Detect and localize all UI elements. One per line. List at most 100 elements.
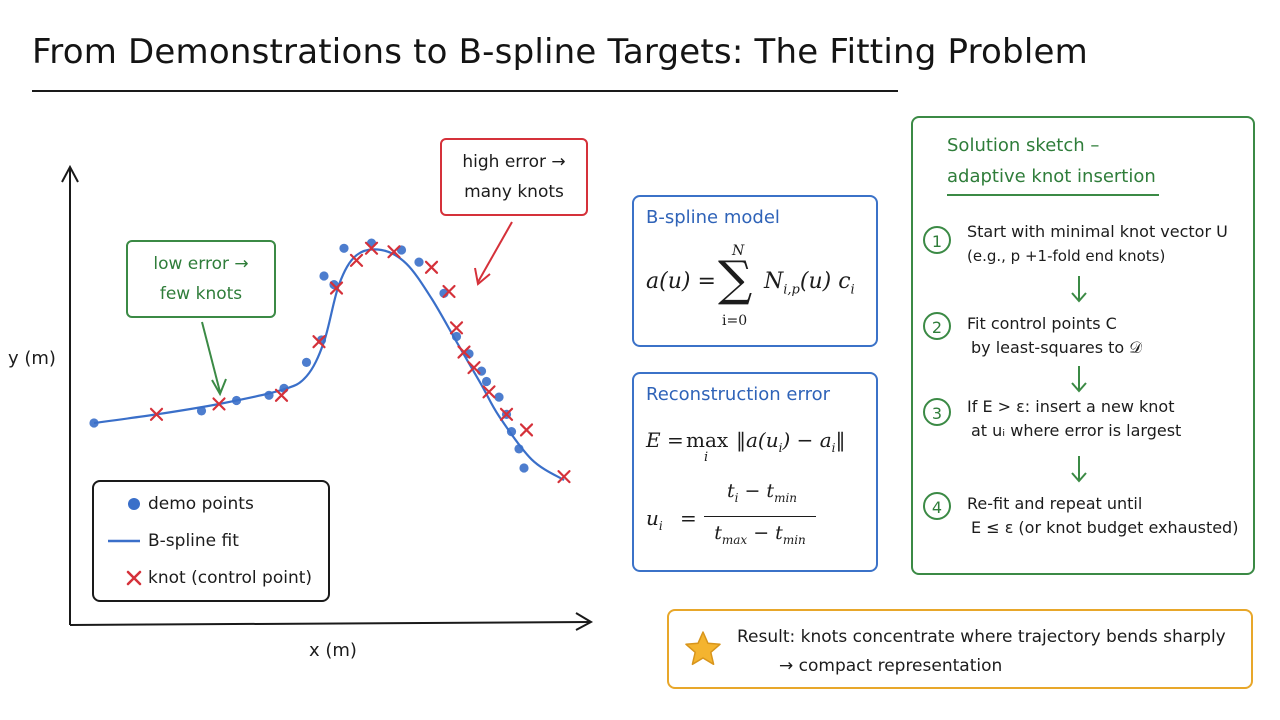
- bspline-model-title: B-spline model: [646, 207, 780, 228]
- legend-item-knot: knot (control point): [94, 566, 324, 590]
- basis-subscript: i,p: [783, 282, 800, 298]
- legend-label: knot (control point): [148, 568, 313, 588]
- x-axis-arrowhead: [575, 612, 594, 631]
- y-axis-arrowhead: [61, 164, 79, 183]
- knot-marker: [499, 407, 514, 421]
- step-1-line2: (e.g., p +1-fold end knots): [967, 247, 1166, 265]
- demo-point: [451, 331, 462, 342]
- high-error-callout-line2: many knots: [464, 182, 564, 202]
- step-1-line1: Start with minimal knot vector U: [967, 222, 1228, 241]
- num-mid: − t: [738, 480, 775, 502]
- low-error-pointer-head: [211, 378, 227, 397]
- solution-sketch-title: Solution sketch – adaptive knot insertio…: [947, 130, 1156, 192]
- norm-mid: ) − a: [782, 428, 832, 452]
- demo-point: [414, 257, 424, 267]
- step-4-line2: E ≤ ε (or knot budget exhausted): [971, 518, 1239, 537]
- u-lhs: ui: [646, 506, 663, 533]
- high-error-callout-line1: high error →: [462, 152, 566, 172]
- knot-marker: [149, 407, 164, 421]
- page-title: From Demonstrations to B-spline Targets:…: [32, 32, 1088, 72]
- y-axis-label: y (m): [8, 348, 56, 369]
- den-t: t: [714, 522, 722, 544]
- fraction-bar: [704, 516, 816, 517]
- knot-marker: [274, 388, 289, 402]
- demo-point: [301, 357, 312, 367]
- knot-marker: [442, 284, 456, 299]
- bspline-model-box: B-spline model a(u) = N ∑ i=0 Ni,p(u) ci: [632, 195, 878, 347]
- legend-label: demo points: [148, 494, 254, 514]
- bspline-lhs: a(u) =: [646, 269, 716, 294]
- step-3-number: 3: [923, 398, 951, 426]
- solution-sketch-title-line2: adaptive knot insertion: [947, 166, 1156, 187]
- legend-x-icon: [126, 570, 142, 586]
- knot-marker: [349, 253, 364, 267]
- step-1-down-arrow-icon: [1071, 276, 1087, 303]
- knot-marker: [364, 241, 379, 255]
- low-error-pointer: [201, 321, 221, 393]
- demo-point: [89, 418, 99, 428]
- step-2-line1: Fit control points C: [967, 314, 1117, 333]
- step-3-line1: If E > ε: insert a new knot: [967, 397, 1175, 416]
- knot-marker: [519, 423, 534, 437]
- sum-lower: i=0: [722, 313, 748, 329]
- u-subscript: i: [658, 519, 663, 533]
- sum-symbol: ∑: [718, 251, 753, 307]
- bspline-equation: a(u) = N ∑ i=0 Ni,p(u) ci: [646, 241, 876, 341]
- reconstruction-error-title: Reconstruction error: [646, 384, 831, 405]
- max-error-rhs: ‖a(ui) − ai‖: [736, 428, 846, 455]
- fraction-numerator: ti − tmin: [712, 480, 812, 505]
- norm-close: ‖: [835, 428, 846, 452]
- low-error-callout-line1: low error →: [153, 254, 249, 274]
- solution-sketch-underline: [947, 194, 1159, 196]
- star-icon: [685, 631, 721, 666]
- result-line1: Result: knots concentrate where trajecto…: [737, 627, 1226, 647]
- demo-point: [519, 463, 529, 473]
- chart-legend: demo points B-spline fit knot (control p…: [92, 480, 330, 602]
- low-error-callout-line2: few knots: [159, 284, 243, 304]
- result-text: Result: knots concentrate where trajecto…: [737, 623, 1226, 681]
- max-operator: max: [686, 428, 729, 452]
- fraction-denominator: tmax − tmin: [704, 522, 816, 547]
- knot-marker: [424, 260, 439, 274]
- norm-sub2: i: [831, 441, 836, 455]
- legend-item-bspline-fit: B-spline fit: [94, 529, 324, 553]
- time-normalization-equation: ui = ti − tmin tmax − tmin: [646, 480, 876, 558]
- step-4-line1: Re-fit and repeat until: [967, 494, 1143, 513]
- reconstruction-error-box: Reconstruction error E = max i ‖a(ui) − …: [632, 372, 878, 572]
- demo-point: [319, 271, 329, 281]
- knot-marker: [557, 470, 571, 484]
- high-error-pointer-head: [474, 267, 491, 286]
- demo-point: [494, 392, 504, 402]
- num-sub2: min: [774, 490, 798, 505]
- demo-point: [339, 243, 349, 253]
- demo-point: [264, 390, 274, 400]
- step-1-text: Start with minimal knot vector U (e.g., …: [967, 220, 1228, 268]
- den-sub: max: [721, 532, 748, 547]
- control-point-subscript: i: [850, 282, 855, 298]
- num-sub: i: [734, 490, 739, 505]
- low-error-callout: low error → few knots: [126, 240, 276, 318]
- legend-dot-icon: [128, 498, 140, 510]
- high-error-callout: high error → many knots: [440, 138, 588, 216]
- knot-marker: [387, 245, 401, 259]
- max-subscript: i: [704, 450, 709, 465]
- solution-sketch-panel: Solution sketch – adaptive knot insertio…: [911, 116, 1255, 575]
- step-2-down-arrow-icon: [1071, 366, 1087, 393]
- knot-marker: [329, 281, 344, 295]
- max-error-equation: E = max i ‖a(ui) − ai‖: [646, 426, 876, 476]
- sum-upper: N: [732, 243, 745, 259]
- step-4-number: 4: [923, 492, 951, 520]
- step-1-number: 1: [923, 226, 951, 254]
- step-2-line2: by least-squares to 𝒟: [971, 338, 1143, 357]
- x-axis: [69, 621, 591, 626]
- result-banner: Result: knots concentrate where trajecto…: [667, 609, 1253, 689]
- bspline-term: Ni,p(u) ci: [764, 269, 855, 297]
- step-4-text: Re-fit and repeat until E ≤ ε (or knot b…: [967, 492, 1238, 540]
- step-3-text: If E > ε: insert a new knot at uᵢ where …: [967, 395, 1181, 443]
- step-3-down-arrow-icon: [1071, 456, 1087, 483]
- demo-point: [506, 427, 517, 437]
- bspline-fit-line: [93, 248, 565, 482]
- basis-rest: (u) c: [799, 269, 851, 294]
- step-2-text: Fit control points C by least-squares to…: [967, 312, 1142, 360]
